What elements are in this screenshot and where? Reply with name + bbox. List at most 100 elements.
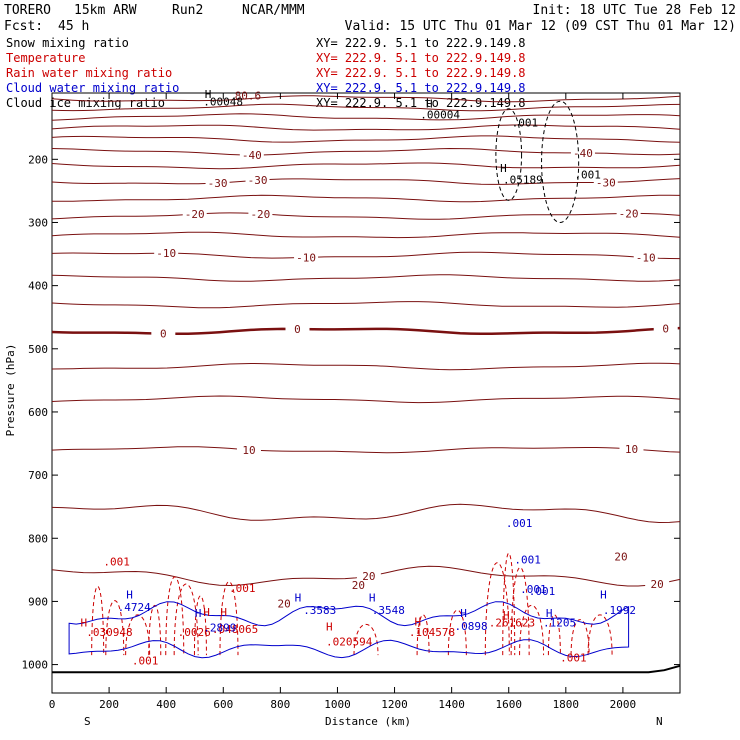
rain-water-contour xyxy=(510,566,530,656)
high-marker: H xyxy=(295,591,302,604)
contour-value-label: .3583 xyxy=(303,604,336,617)
isotherm-label-bg xyxy=(294,250,319,264)
isotherm-line xyxy=(51,326,681,336)
rain-water-contour xyxy=(570,619,590,656)
legend-entry-name: Snow mixing ratio xyxy=(6,36,129,50)
isotherm-line xyxy=(51,231,681,239)
contour-label-layer: 80.6.00048.00004.001.05189.001.001.001.0… xyxy=(81,88,637,668)
contour-value-label: .001 xyxy=(512,116,538,129)
rain-water-contour xyxy=(91,585,105,656)
contour-value-label: 20 xyxy=(352,579,365,592)
cloud-ice-contour xyxy=(495,108,523,201)
rain-water-contour xyxy=(105,600,125,656)
isotherm-label-bg xyxy=(356,569,381,583)
legend-entry-name: Cloud water mixing ratio xyxy=(6,81,179,95)
hydrometeor-layer xyxy=(52,100,681,674)
high-marker: H xyxy=(81,617,88,630)
contour-value-label: .00004 xyxy=(420,108,460,121)
contour-value-label: .001 xyxy=(529,585,556,598)
legend-entry-name: Rain water mixing ratio xyxy=(6,66,172,80)
cloud-water-contour xyxy=(68,601,630,659)
isotherm-line xyxy=(51,194,681,203)
isotherm-line xyxy=(51,135,681,143)
contour-value-label: .0898 xyxy=(454,620,487,633)
x-tick-label: 1400 xyxy=(438,698,465,711)
legend-entry-name: Temperature xyxy=(6,51,85,65)
high-marker: H xyxy=(503,609,510,622)
header-model: TORERO xyxy=(4,3,51,18)
isotherm-label: -20 xyxy=(185,208,205,221)
isotherm-line xyxy=(51,95,681,103)
high-marker: H xyxy=(546,607,553,620)
high-marker: H xyxy=(369,591,376,604)
isotherm-label: -20 xyxy=(250,208,270,221)
isotherm-label-bg xyxy=(619,441,644,455)
legend-entry-xy: XY= 222.9. 5.1 to 222.9.149.8 xyxy=(316,36,526,50)
isotherm-label: 10 xyxy=(625,443,638,456)
isotherm-label: 0 xyxy=(294,323,301,336)
contour-value-label: .030948 xyxy=(86,626,132,639)
rain-water-contour xyxy=(587,614,613,656)
header-fcst-value: 45 h xyxy=(58,19,89,34)
isotherm-line xyxy=(51,503,681,524)
rain-water-contour xyxy=(165,576,185,656)
isotherm-label: -10 xyxy=(296,251,316,264)
isotherm-line xyxy=(51,251,681,260)
isotherm-label: 0 xyxy=(662,323,669,336)
x-tick-label: 1600 xyxy=(495,698,522,711)
y-axis-label: Pressure (hPa) xyxy=(4,344,17,437)
isotherm-label-bg xyxy=(285,322,310,336)
isotherm-label-bg xyxy=(633,250,658,264)
x-tick-label: 800 xyxy=(270,698,290,711)
legend-entry-xy: XY= 222.9. 5.1 to 222.9.149.8 xyxy=(316,51,526,65)
isotherm-line xyxy=(51,178,681,185)
x-tick-label: 2000 xyxy=(610,698,637,711)
rain-water-contour xyxy=(416,614,430,656)
isotherm-label-bg xyxy=(154,246,179,260)
isotherm-label-bg xyxy=(151,326,176,340)
legend-entry-xy: XY= 222.9. 5.1 to 222.9.149.8 xyxy=(316,96,526,110)
contour-value-label: .001 xyxy=(560,651,587,664)
isotherm-label-bg xyxy=(248,206,273,220)
high-marker: H xyxy=(203,606,210,619)
contour-value-label: .0026 xyxy=(178,626,211,639)
contour-value-label: .1992 xyxy=(603,604,636,617)
high-marker: H xyxy=(426,98,433,111)
south-end-label: S xyxy=(84,715,91,728)
axes-layer: 0 200 400 600 800 1000 1200 1400 1600 1800 2000200… xyxy=(22,93,680,711)
contour-value-label: .048065 xyxy=(212,623,258,636)
header-valid: Valid: 15 UTC Thu 01 Mar 12 (09 CST Thu … xyxy=(345,19,736,34)
contour-value-label: .001 xyxy=(574,168,601,181)
isotherm-label: -40 xyxy=(573,147,593,160)
isotherm-label: -30 xyxy=(596,176,616,189)
isotherm-label: -10 xyxy=(636,252,656,265)
y-tick-label: 300 xyxy=(28,216,48,229)
header-org: NCAR/MMM xyxy=(242,3,305,18)
contour-value-label: .00048 xyxy=(203,96,243,109)
contour-value-label: .001 xyxy=(229,582,256,595)
legend: Snow mixing ratio XY= 222.9. 5.1 to 222.9… xyxy=(6,36,526,110)
isotherm-label-bg xyxy=(245,173,270,187)
north-end-label: N xyxy=(656,715,663,728)
contour-value-label: .261623 xyxy=(489,617,535,630)
isotherm-label: -30 xyxy=(208,177,228,190)
isotherm-label-bg xyxy=(570,145,595,159)
rain-water-contour xyxy=(484,562,510,656)
isotherm-label: 0 xyxy=(160,328,167,341)
contour-value-label: .001 xyxy=(132,655,159,668)
plot-frame xyxy=(51,92,681,694)
isotherm-label-bg xyxy=(182,207,207,221)
isotherm-label: -10 xyxy=(156,247,176,260)
y-tick-label: 500 xyxy=(28,343,48,356)
isotherm-layer: -40 -40 -30 -30 -30 -20 -20 -20 -10 -10 -10 0 0 0 10 10… xyxy=(51,95,681,591)
y-tick-label: 200 xyxy=(28,153,48,166)
legend-entry-name: Cloud ice mixing ratio xyxy=(6,96,165,110)
x-tick-label: 0 xyxy=(49,698,56,711)
isotherm-label-bg xyxy=(239,148,264,162)
isotherm-line xyxy=(51,301,681,309)
y-tick-label: 700 xyxy=(28,469,48,482)
contour-value-label: 20 xyxy=(614,550,627,563)
y-tick-label: 400 xyxy=(28,280,48,293)
isotherm-label-bg xyxy=(653,321,678,335)
x-axis-label: Distance (km) xyxy=(325,715,411,728)
